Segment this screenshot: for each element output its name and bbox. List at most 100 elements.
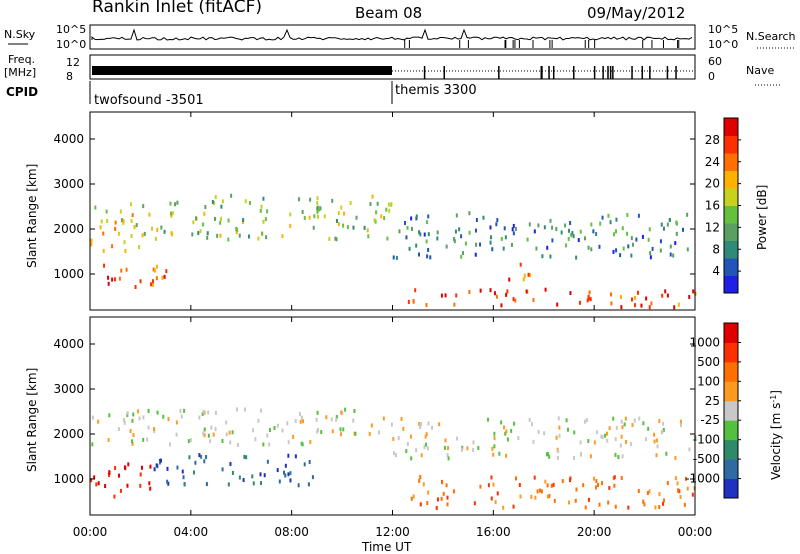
velocity-cell: [205, 482, 208, 487]
velocity-cell: [678, 489, 681, 494]
power-cell: [206, 231, 209, 236]
velocity-cell: [194, 460, 197, 465]
power-cell: [367, 234, 370, 239]
velocity-cell: [382, 416, 385, 421]
velocity-cell: [661, 501, 664, 506]
velocity-cell: [97, 481, 100, 486]
velocity-cell: [203, 459, 206, 464]
power-cell: [230, 193, 233, 198]
velocity-cell: [556, 455, 559, 460]
power-cell: [199, 229, 202, 234]
power-cell: [590, 222, 593, 227]
power-cell: [405, 235, 408, 240]
velocity-cell: [341, 411, 344, 416]
power-cell: [395, 255, 398, 260]
velocity-cell: [655, 438, 658, 443]
velocity-cell: [512, 504, 515, 509]
velocity-cell: [431, 425, 434, 430]
power-cell: [512, 231, 515, 236]
velocity-cell: [614, 504, 617, 509]
power-cell: [493, 291, 496, 296]
power-cell: [615, 248, 618, 253]
velocity-cell: [131, 441, 134, 446]
velocity-cell: [231, 470, 234, 475]
velocity-cell: [397, 436, 400, 441]
velocity-cell: [405, 449, 408, 454]
power-cell: [590, 247, 593, 252]
velocity-cell: [502, 505, 505, 510]
power-cell: [248, 234, 251, 239]
power-cell: [163, 274, 166, 279]
velocity-cell: [203, 433, 206, 438]
power-cell: [464, 241, 467, 246]
velocity-cell: [674, 455, 677, 460]
velocity-cell: [354, 431, 357, 436]
nsky-tick-low: 10^0: [56, 38, 86, 51]
power-cell: [666, 293, 669, 298]
velocity-colorbar-swatch: [724, 381, 738, 402]
velocity-cell: [183, 408, 186, 413]
power-cell: [551, 238, 554, 243]
velocity-cell: [225, 420, 228, 425]
power-cell: [371, 194, 374, 199]
velocity-cell: [276, 468, 279, 473]
power-cell: [587, 294, 590, 299]
velocity-cell: [630, 442, 633, 447]
power-cell: [392, 255, 395, 260]
power-cell: [124, 248, 127, 253]
power-cell: [510, 242, 513, 247]
power-cell: [587, 245, 590, 250]
power-cell: [119, 209, 122, 214]
power-cell: [599, 221, 602, 226]
velocity-cell: [93, 475, 96, 480]
power-cells: [90, 193, 697, 310]
velocity-cell: [119, 488, 122, 493]
power-cell: [627, 244, 630, 249]
velocity-cell: [536, 489, 539, 494]
velocity-colorbar-tick-label: 100: [697, 374, 720, 388]
power-cell: [528, 222, 531, 227]
velocity-cell: [202, 431, 205, 436]
velocity-cell: [435, 505, 438, 510]
velocity-cell: [317, 427, 320, 432]
velocity-cell: [300, 441, 303, 446]
velocity-cell: [263, 473, 266, 478]
velocity-cell: [631, 422, 634, 427]
velocity-cell: [666, 480, 669, 485]
velocity-cell: [200, 454, 203, 459]
velocity-cell: [653, 439, 656, 444]
power-cell: [111, 244, 114, 249]
power-cell: [649, 255, 652, 260]
velocity-cell: [491, 446, 494, 451]
power-cell: [514, 298, 517, 303]
velocity-cell: [587, 497, 590, 502]
power-cell: [426, 220, 429, 225]
velocity-cell: [113, 494, 116, 499]
velocity-cell: [138, 416, 141, 421]
velocity-cell: [627, 505, 630, 510]
power-cell: [578, 300, 581, 305]
velocity-cell: [528, 417, 531, 422]
velocity-cell: [339, 432, 342, 437]
velocity-cell: [513, 421, 516, 426]
power-cell: [366, 228, 369, 233]
power-cell: [170, 231, 173, 236]
velocity-cell: [514, 476, 517, 481]
power-cell: [669, 252, 672, 257]
power-cell: [489, 225, 492, 230]
velocity-cell: [613, 483, 616, 488]
power-cell: [610, 301, 613, 306]
velocity-colorbar-swatch: [724, 361, 738, 382]
power-cell: [479, 242, 482, 247]
power-cell: [331, 198, 334, 203]
power-cell: [491, 247, 494, 252]
power-cell: [541, 254, 544, 259]
velocity-cell: [445, 483, 448, 488]
velocity-cell: [532, 439, 535, 444]
velocity-cell: [677, 488, 680, 493]
x-axis-ticks: 00:00 04:00 08:00 12:00 16:00 20:00 00:00: [73, 112, 712, 539]
velocity-cell: [236, 442, 239, 447]
power-cell: [118, 276, 121, 281]
velocity-cell: [617, 455, 620, 460]
power-cell: [318, 207, 321, 212]
